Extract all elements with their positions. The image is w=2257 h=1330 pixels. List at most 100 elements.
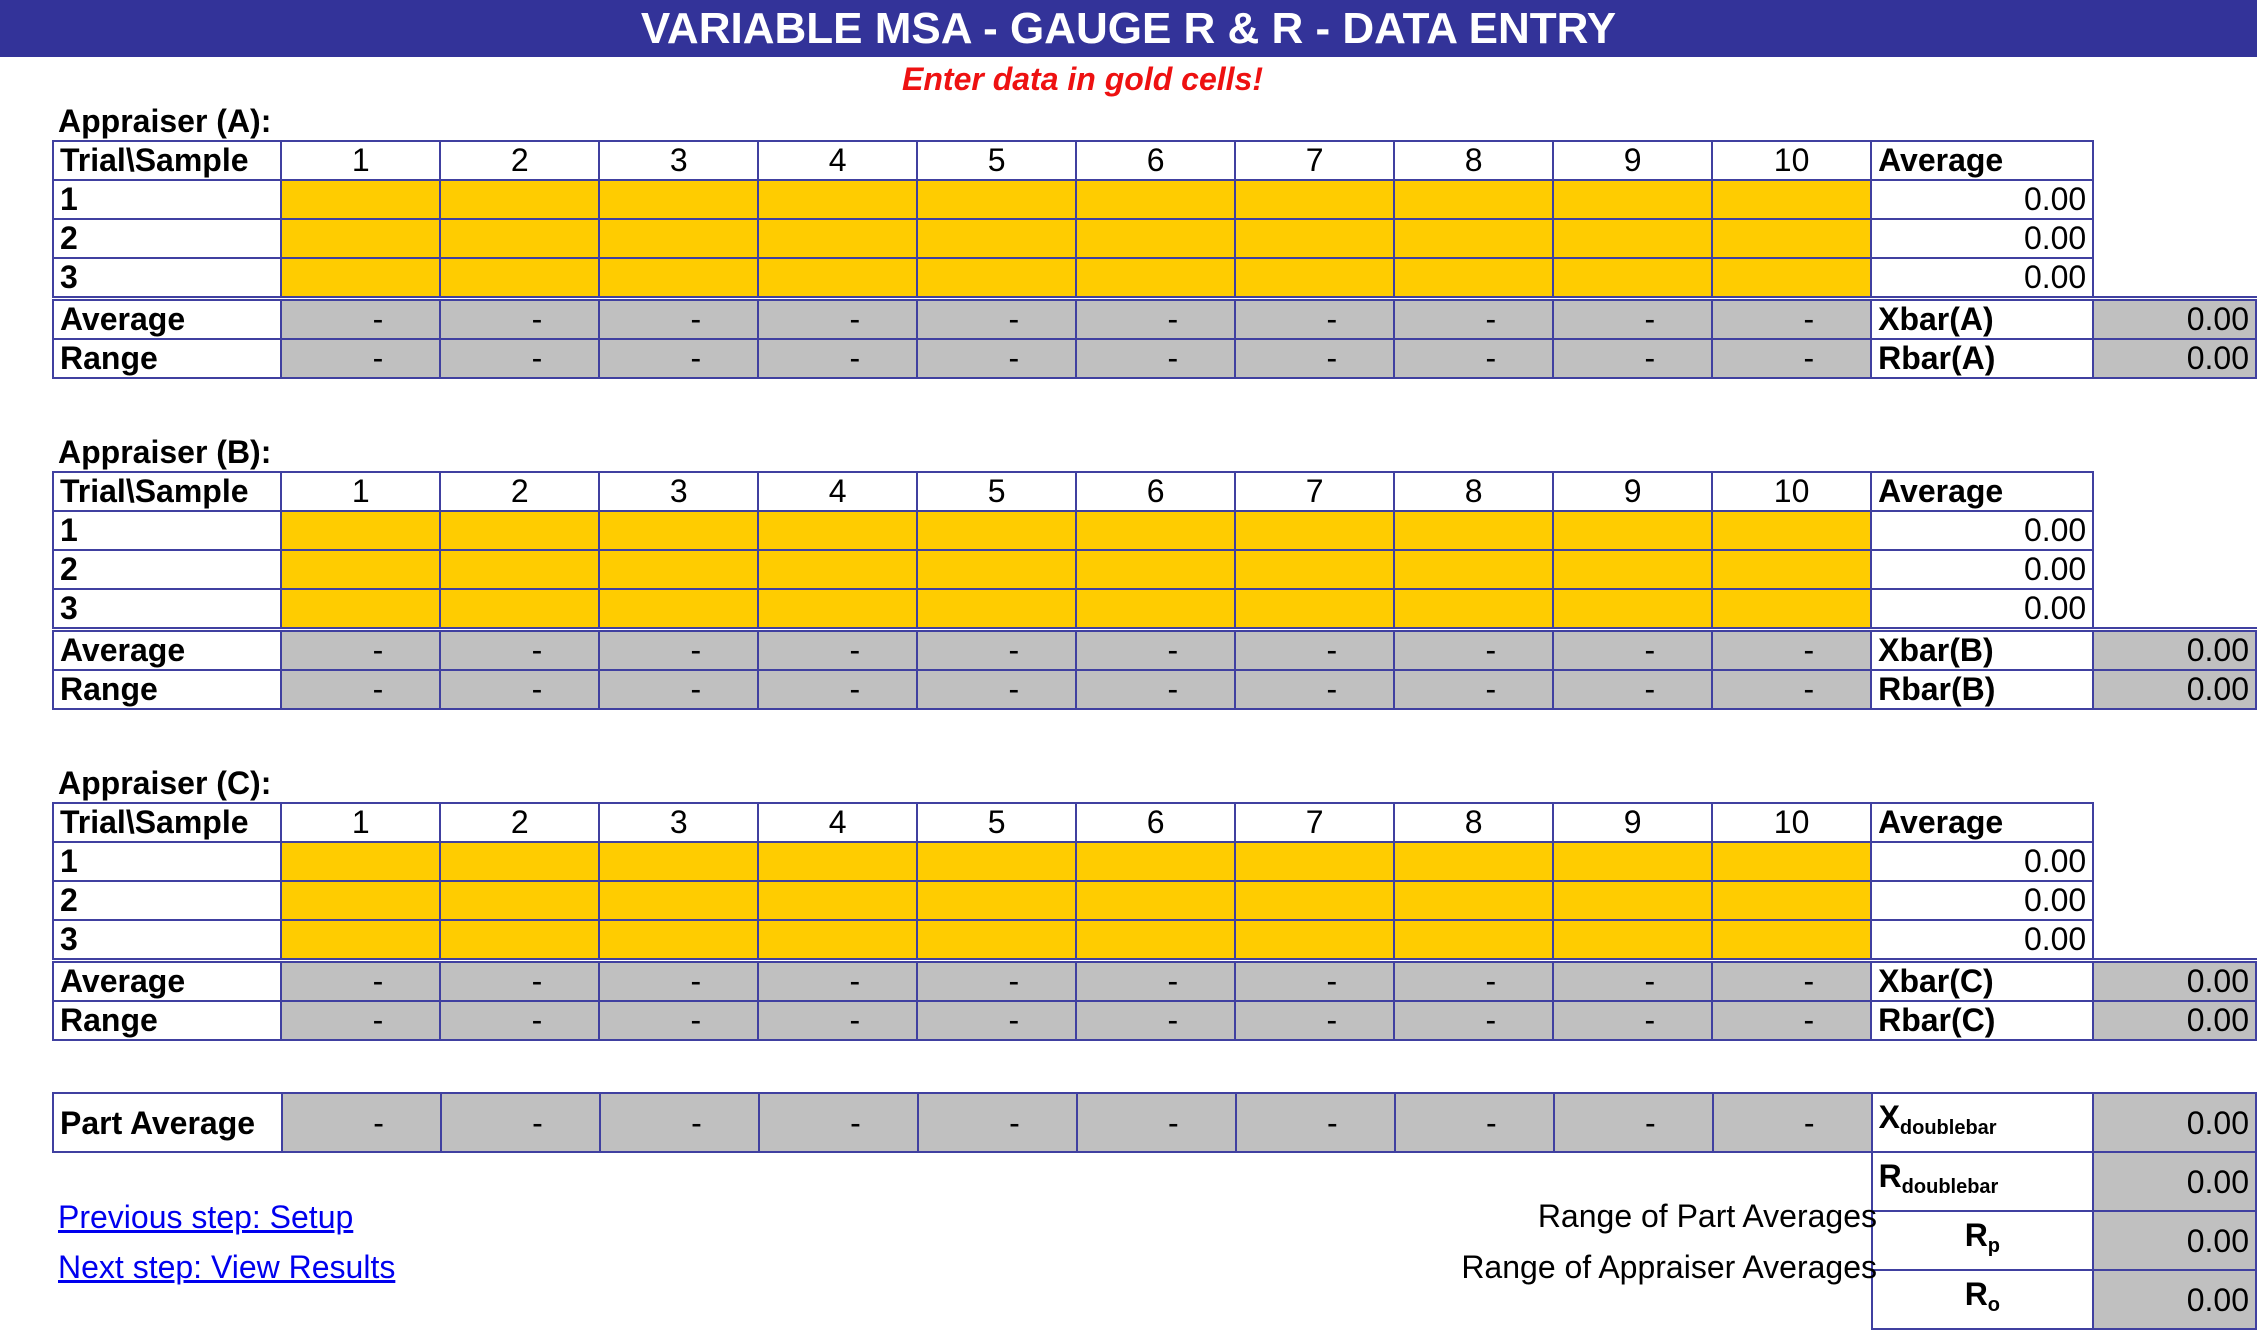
measurement-input-cell[interactable] xyxy=(280,179,442,220)
measurement-input-cell[interactable] xyxy=(439,179,601,220)
measurement-input-cell[interactable] xyxy=(1393,218,1555,259)
measurement-input-cell[interactable] xyxy=(1075,880,1237,921)
measurement-input-cell[interactable] xyxy=(1711,510,1873,551)
measurement-input-cell[interactable] xyxy=(916,880,1078,921)
measurement-input-cell[interactable] xyxy=(757,841,919,882)
measurement-input-cell[interactable] xyxy=(757,179,919,220)
measurement-input-cell[interactable] xyxy=(1711,549,1873,590)
measurement-input-cell[interactable] xyxy=(439,588,601,631)
measurement-input-cell[interactable] xyxy=(757,257,919,300)
measurement-input-cell[interactable] xyxy=(757,510,919,551)
measurement-input-cell[interactable] xyxy=(280,257,442,300)
measurement-input-cell[interactable] xyxy=(1552,179,1714,220)
measurement-input-cell[interactable] xyxy=(757,919,919,962)
measurement-input-cell[interactable] xyxy=(1711,257,1873,300)
measurement-input-cell[interactable] xyxy=(598,257,760,300)
measurement-input-cell[interactable] xyxy=(439,218,601,259)
sample-header: 7 xyxy=(1234,802,1396,843)
measurement-input-cell[interactable] xyxy=(280,841,442,882)
measurement-input-cell[interactable] xyxy=(916,919,1078,962)
measurement-input-cell[interactable] xyxy=(916,549,1078,590)
sample-header: 5 xyxy=(916,140,1078,181)
measurement-input-cell[interactable] xyxy=(439,919,601,962)
measurement-input-cell[interactable] xyxy=(916,179,1078,220)
measurement-input-cell[interactable] xyxy=(598,919,760,962)
measurement-input-cell[interactable] xyxy=(280,218,442,259)
measurement-input-cell[interactable] xyxy=(598,588,760,631)
measurement-input-cell[interactable] xyxy=(1711,179,1873,220)
measurement-input-cell[interactable] xyxy=(1075,549,1237,590)
trial-label: 3 xyxy=(51,588,283,631)
measurement-input-cell[interactable] xyxy=(757,588,919,631)
measurement-input-cell[interactable] xyxy=(598,549,760,590)
measurement-input-cell[interactable] xyxy=(1711,218,1873,259)
measurement-input-cell[interactable] xyxy=(1075,510,1237,551)
next-step-link[interactable]: Next step: View Results xyxy=(58,1249,396,1285)
measurement-input-cell[interactable] xyxy=(1234,510,1396,551)
measurement-input-cell[interactable] xyxy=(1075,257,1237,300)
measurement-input-cell[interactable] xyxy=(439,880,601,921)
measurement-input-cell[interactable] xyxy=(280,588,442,631)
measurement-input-cell[interactable] xyxy=(598,179,760,220)
measurement-input-cell[interactable] xyxy=(1711,841,1873,882)
measurement-input-cell[interactable] xyxy=(1234,880,1396,921)
measurement-input-cell[interactable] xyxy=(757,880,919,921)
measurement-input-cell[interactable] xyxy=(1393,257,1555,300)
measurement-input-cell[interactable] xyxy=(1234,257,1396,300)
measurement-input-cell[interactable] xyxy=(916,841,1078,882)
measurement-input-cell[interactable] xyxy=(1393,549,1555,590)
measurement-input-cell[interactable] xyxy=(916,588,1078,631)
measurement-input-cell[interactable] xyxy=(439,257,601,300)
measurement-input-cell[interactable] xyxy=(598,218,760,259)
measurement-input-cell[interactable] xyxy=(916,218,1078,259)
measurement-input-cell[interactable] xyxy=(280,919,442,962)
measurement-input-cell[interactable] xyxy=(439,549,601,590)
measurement-input-cell[interactable] xyxy=(1234,841,1396,882)
measurement-input-cell[interactable] xyxy=(1075,179,1237,220)
measurement-input-cell[interactable] xyxy=(1234,919,1396,962)
measurement-input-cell[interactable] xyxy=(757,218,919,259)
measurement-input-cell[interactable] xyxy=(280,510,442,551)
measurement-input-cell[interactable] xyxy=(1075,919,1237,962)
measurement-input-cell[interactable] xyxy=(598,841,760,882)
measurement-input-cell[interactable] xyxy=(598,880,760,921)
measurement-input-cell[interactable] xyxy=(1234,218,1396,259)
measurement-input-cell[interactable] xyxy=(1552,919,1714,962)
sample-range: - xyxy=(1393,338,1555,379)
measurement-input-cell[interactable] xyxy=(757,549,919,590)
measurement-input-cell[interactable] xyxy=(1711,919,1873,962)
measurement-input-cell[interactable] xyxy=(1711,588,1873,631)
measurement-input-cell[interactable] xyxy=(1552,549,1714,590)
measurement-input-cell[interactable] xyxy=(1393,841,1555,882)
measurement-input-cell[interactable] xyxy=(916,510,1078,551)
rbar-value: 0.00 xyxy=(2092,669,2257,710)
measurement-input-cell[interactable] xyxy=(1075,841,1237,882)
measurement-input-cell[interactable] xyxy=(1234,179,1396,220)
measurement-input-cell[interactable] xyxy=(1552,218,1714,259)
measurement-input-cell[interactable] xyxy=(280,880,442,921)
measurement-input-cell[interactable] xyxy=(1393,919,1555,962)
measurement-input-cell[interactable] xyxy=(1711,880,1873,921)
measurement-input-cell[interactable] xyxy=(280,549,442,590)
measurement-input-cell[interactable] xyxy=(1393,510,1555,551)
measurement-input-cell[interactable] xyxy=(1552,841,1714,882)
average-col-header: Average xyxy=(1870,140,2095,181)
measurement-input-cell[interactable] xyxy=(439,510,601,551)
measurement-input-cell[interactable] xyxy=(1393,179,1555,220)
measurement-input-cell[interactable] xyxy=(1552,257,1714,300)
measurement-input-cell[interactable] xyxy=(1552,880,1714,921)
measurement-input-cell[interactable] xyxy=(598,510,760,551)
appraiser-table: Trial\Sample 1 2 3 4 5 6 7 8 9 10 Average 1 0.00 2 0.00… xyxy=(51,471,2257,710)
measurement-input-cell[interactable] xyxy=(1075,588,1237,631)
measurement-input-cell[interactable] xyxy=(916,257,1078,300)
previous-step-link[interactable]: Previous step: Setup xyxy=(58,1199,354,1235)
measurement-input-cell[interactable] xyxy=(1234,588,1396,631)
measurement-input-cell[interactable] xyxy=(1393,880,1555,921)
measurement-input-cell[interactable] xyxy=(1234,549,1396,590)
measurement-input-cell[interactable] xyxy=(1075,218,1237,259)
measurement-input-cell[interactable] xyxy=(1393,588,1555,631)
xbar-value: 0.00 xyxy=(2092,958,2257,1002)
measurement-input-cell[interactable] xyxy=(1552,510,1714,551)
measurement-input-cell[interactable] xyxy=(439,841,601,882)
measurement-input-cell[interactable] xyxy=(1552,588,1714,631)
